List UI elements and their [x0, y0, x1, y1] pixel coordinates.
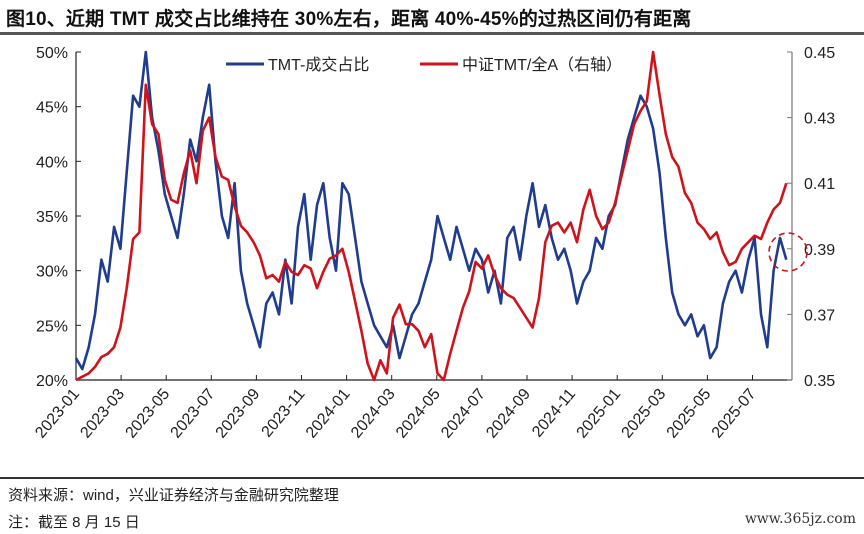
x-tick-label: 2025-07: [709, 386, 760, 442]
x-tick-label: 2023-01: [32, 386, 83, 442]
y2-tick-label: 0.39: [804, 242, 835, 259]
x-tick-label: 2023-05: [122, 386, 173, 442]
x-tick-label: 2024-03: [348, 386, 399, 442]
watermark: www.365jz.com: [744, 511, 856, 527]
y2-tick-label: 0.45: [804, 45, 835, 62]
y-tick-label: 35%: [36, 209, 68, 226]
x-tick-label: 2023-11: [259, 386, 309, 441]
y2-tick-label: 0.41: [804, 176, 835, 193]
chart-title: 图10、近期 TMT 成交占比维持在 30%左右，距离 40%-45%的过热区间…: [6, 9, 692, 30]
y2-tick-label: 0.35: [804, 373, 835, 390]
x-tick-label: 2024-05: [393, 386, 444, 442]
highlight-circle: [768, 232, 808, 272]
x-tick-label: 2025-05: [664, 386, 715, 442]
title-divider: [0, 32, 864, 35]
x-tick-label: 2023-07: [168, 386, 219, 442]
chart-series: [74, 50, 788, 382]
source-note: 资料来源：wind，兴业证券经济与金融研究院整理: [8, 487, 339, 504]
date-note: 注：截至 8 月 15 日: [8, 514, 140, 531]
x-tick-label: 2024-09: [483, 386, 534, 442]
x-tick-label: 2024-07: [438, 386, 489, 442]
y-tick-label: 30%: [36, 264, 68, 281]
legend-label: 中证TMT/全A（右轴）: [462, 56, 622, 74]
y-tick-label: 50%: [36, 45, 68, 62]
y2-tick-label: 0.37: [804, 307, 835, 324]
line-chart: 20% 25% 30% 35% 40% 45% 50% 0.35 0.37 0.39 0.41 0.4…: [32, 45, 835, 442]
x-tick-label: 2023-09: [213, 386, 264, 442]
y2-tick-label: 0.43: [804, 111, 835, 128]
x-tick-label: 2024-11: [529, 386, 579, 441]
y-tick-label: 40%: [36, 154, 68, 171]
y-tick-label: 45%: [36, 100, 68, 117]
x-tick-label: 2025-03: [619, 386, 670, 442]
footer-divider: [0, 477, 864, 479]
y-tick-label: 20%: [36, 373, 68, 390]
y-tick-label: 25%: [36, 318, 68, 335]
legend-label: TMT-成交占比: [268, 56, 369, 74]
x-tick-label: 2023-03: [77, 386, 128, 442]
tmt-relative-line: [75, 50, 788, 382]
x-tick-label: 2024-01: [303, 386, 354, 442]
x-tick-label: 2025-01: [573, 386, 624, 442]
tmt-turnover-line: [74, 50, 788, 371]
chart-legend: TMT-成交占比 中证TMT/全A（右轴）: [226, 56, 622, 74]
